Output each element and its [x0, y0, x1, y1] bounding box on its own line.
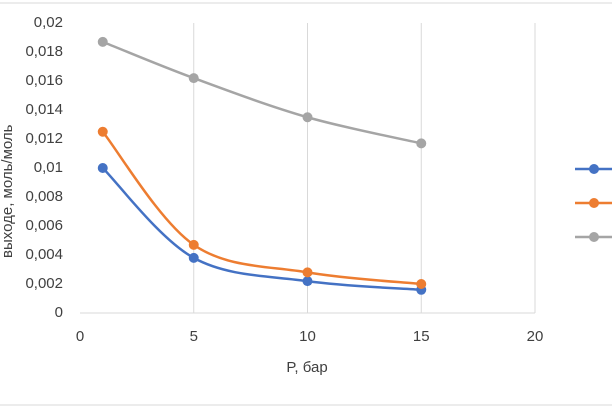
- y-tick-label: 0,02: [34, 14, 63, 31]
- y-tick-label: 0,014: [25, 101, 63, 118]
- y-tick-label: 0,01: [34, 159, 63, 176]
- data-point: [302, 267, 313, 278]
- y-axis-label: выходе, моль/моль: [0, 124, 16, 258]
- x-tick-label: 5: [190, 328, 198, 345]
- y-tick-label: 0,004: [25, 246, 63, 263]
- x-axis-label: P, бар: [286, 359, 327, 376]
- data-point: [416, 279, 427, 289]
- y-tick-label: 0,006: [25, 217, 63, 234]
- y-tick-label: 0,012: [25, 130, 63, 147]
- legend-marker: [589, 198, 599, 208]
- y-tick-label: 0,002: [25, 275, 63, 292]
- x-tick-label: 0: [76, 328, 84, 345]
- data-point: [302, 276, 313, 287]
- y-tick-label: 0,008: [25, 188, 63, 205]
- y-tick-label: 0: [55, 304, 63, 321]
- x-tick-label: 10: [299, 328, 316, 345]
- data-point: [97, 126, 108, 137]
- legend-marker: [589, 232, 599, 242]
- data-point: [188, 73, 199, 84]
- data-point: [97, 163, 108, 173]
- data-point: [188, 252, 199, 263]
- data-point: [416, 138, 427, 149]
- series-line: [101, 130, 422, 286]
- y-tick-label: 0,018: [25, 43, 63, 60]
- legend-marker: [589, 164, 599, 174]
- x-tick-label: 20: [527, 328, 544, 345]
- data-point: [97, 36, 108, 47]
- data-point: [188, 239, 199, 250]
- series-line: [101, 167, 422, 292]
- series-line: [102, 40, 422, 145]
- x-tick-label: 15: [413, 328, 430, 345]
- data-point: [302, 112, 313, 123]
- y-tick-label: 0,016: [25, 72, 63, 89]
